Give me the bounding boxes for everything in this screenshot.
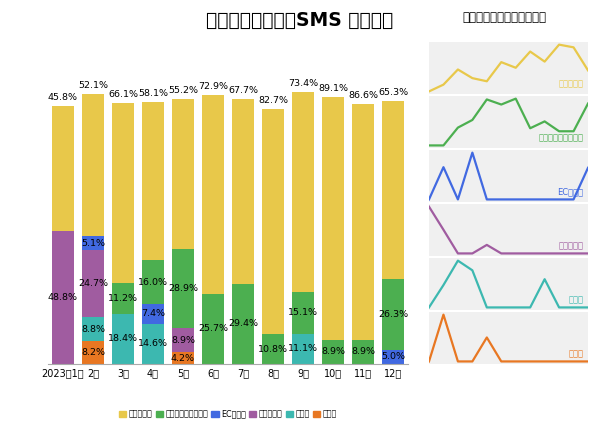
Bar [142,260,164,304]
Bar [82,250,104,318]
Text: その他: その他 [568,350,583,359]
Bar [292,93,314,292]
Bar [172,249,194,328]
Text: 52.1%: 52.1% [78,81,108,90]
Bar [382,350,404,364]
Text: 官公庁: 官公庁 [568,296,583,305]
Bar [232,284,254,364]
Text: 8.2%: 8.2% [81,348,105,357]
Text: 16.0%: 16.0% [138,277,168,286]
Bar [82,318,104,341]
Text: 金融・決済サービス: 金融・決済サービス [538,134,583,143]
Text: 45.8%: 45.8% [48,93,78,102]
Bar [112,313,134,364]
Text: 11.2%: 11.2% [108,294,138,303]
Bar [202,95,224,294]
Text: 66.1%: 66.1% [108,90,138,99]
Bar [52,106,74,231]
Text: 29.4%: 29.4% [228,319,258,328]
Text: 58.1%: 58.1% [138,89,168,98]
Bar [172,328,194,352]
Bar [202,294,224,364]
Bar [112,103,134,283]
Text: 25.7%: 25.7% [198,324,228,333]
Bar [322,340,344,364]
Text: 48.8%: 48.8% [48,293,78,302]
Text: 8.9%: 8.9% [171,336,195,345]
Bar [382,101,404,278]
Text: 宅配事業者: 宅配事業者 [558,80,583,89]
Text: 86.6%: 86.6% [348,91,378,99]
Bar [352,340,374,364]
Text: 55.2%: 55.2% [168,86,198,95]
Text: 26.3%: 26.3% [378,310,408,319]
Text: 89.1%: 89.1% [318,84,348,93]
Bar [292,334,314,364]
Text: 7.4%: 7.4% [141,309,165,319]
Bar [52,231,74,364]
Text: 通信事業者: 通信事業者 [558,242,583,250]
Text: 24.7%: 24.7% [78,279,108,288]
Bar [352,104,374,340]
Text: EC事業者: EC事業者 [557,188,583,197]
Text: 28.9%: 28.9% [168,284,198,293]
Text: 4.2%: 4.2% [171,354,195,363]
Bar [232,99,254,284]
Text: 11.1%: 11.1% [288,344,318,353]
Bar [142,102,164,260]
Text: 82.7%: 82.7% [258,96,288,105]
Text: 5.1%: 5.1% [81,239,105,248]
Bar [292,292,314,334]
Text: 5.0%: 5.0% [381,352,405,362]
Bar [82,94,104,236]
Bar [142,324,164,364]
Text: フィッシング詐欺SMS 種別割合: フィッシング詐欺SMS 種別割合 [206,11,394,30]
Bar [142,304,164,324]
Bar [172,99,194,249]
Text: 72.9%: 72.9% [198,82,228,91]
Text: 14.6%: 14.6% [138,339,168,349]
Bar [262,109,284,334]
Bar [382,278,404,350]
Text: （トビラシステムズ調べ）: （トビラシステムズ調べ） [462,11,546,24]
Legend: 宅配事業者, 金融・決済サービス, EC事業者, 通信事業者, 官公庁, その他: 宅配事業者, 金融・決済サービス, EC事業者, 通信事業者, 官公庁, その他 [116,407,340,422]
Text: 8.8%: 8.8% [81,325,105,334]
Text: 15.1%: 15.1% [288,308,318,318]
Text: 8.9%: 8.9% [321,347,345,356]
Text: 65.3%: 65.3% [378,88,408,96]
Bar [82,236,104,250]
Bar [262,334,284,364]
Text: 67.7%: 67.7% [228,86,258,95]
Text: 8.9%: 8.9% [351,347,375,356]
Bar [112,283,134,313]
Text: 10.8%: 10.8% [258,345,288,354]
Bar [172,352,194,364]
Bar [82,341,104,364]
Bar [322,97,344,340]
Text: 73.4%: 73.4% [288,80,318,88]
Text: 18.4%: 18.4% [108,334,138,343]
